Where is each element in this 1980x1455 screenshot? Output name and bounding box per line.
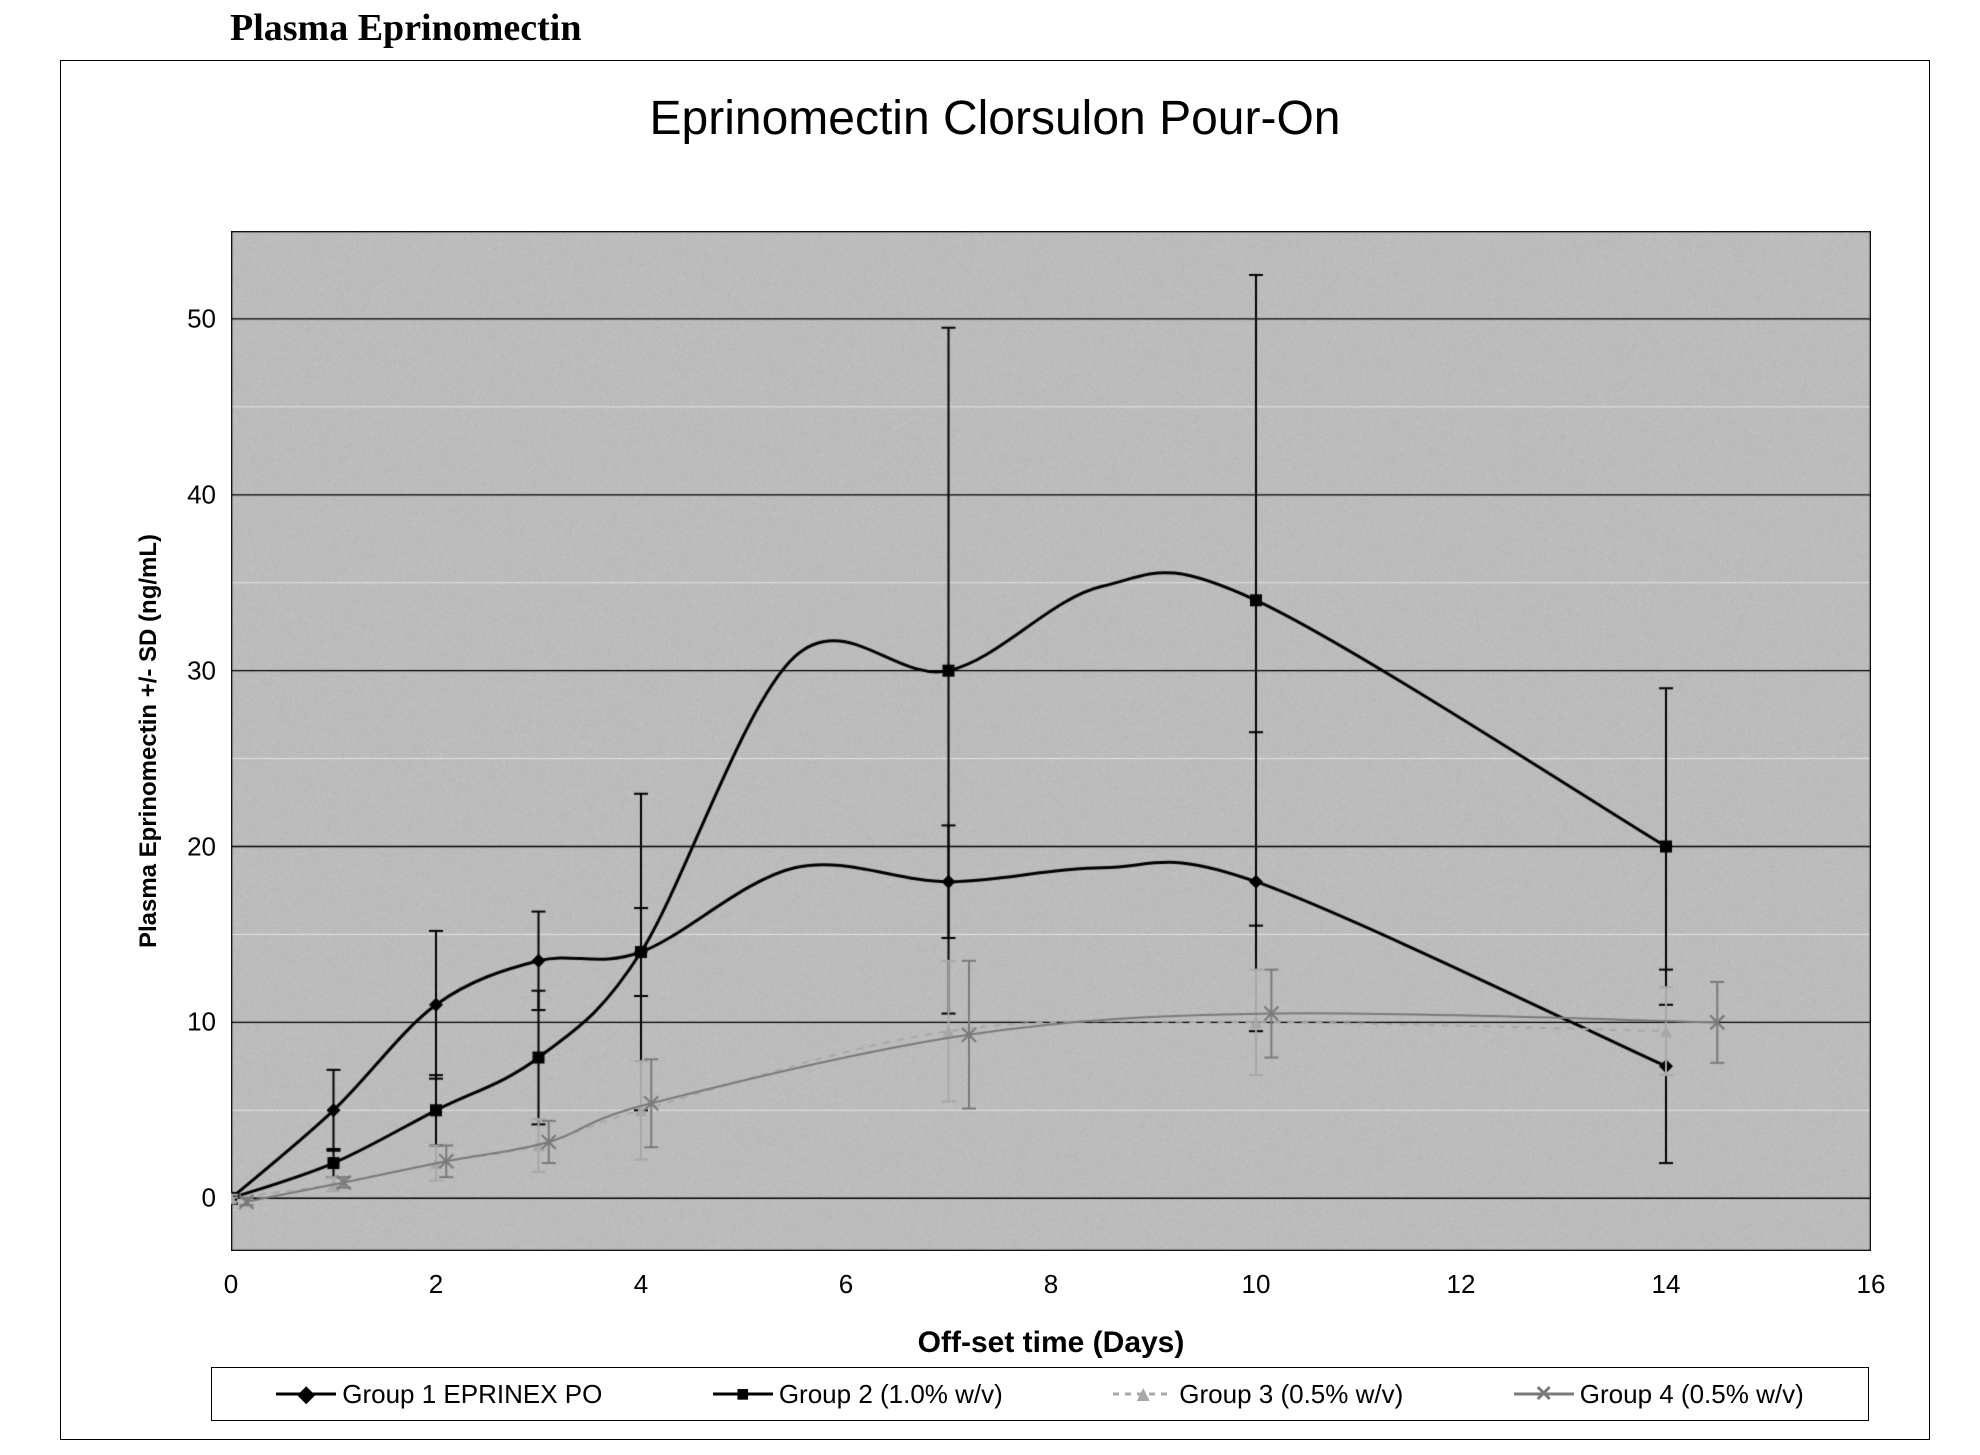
chart-title: Eprinomectin Clorsulon Pour-On bbox=[61, 91, 1929, 146]
diamond-icon: ◆ bbox=[298, 1383, 315, 1405]
x-tick-label: 0 bbox=[206, 1269, 256, 1300]
legend-label: Group 3 (0.5% w/v) bbox=[1179, 1379, 1403, 1410]
x-tick-label: 10 bbox=[1231, 1269, 1281, 1300]
y-tick-label: 30 bbox=[156, 655, 216, 686]
page-root: Plasma Eprinomectin Eprinomectin Clorsul… bbox=[0, 0, 1980, 1455]
legend-item: ◆ Group 1 EPRINEX PO bbox=[276, 1379, 602, 1410]
square-icon: ■ bbox=[736, 1383, 749, 1405]
legend-swatch: ◆ bbox=[276, 1382, 336, 1406]
x-icon: ✕ bbox=[1535, 1383, 1553, 1405]
x-tick-label: 8 bbox=[1026, 1269, 1076, 1300]
legend-swatch: ■ bbox=[713, 1382, 773, 1406]
triangle-icon: ▲ bbox=[1132, 1383, 1154, 1405]
legend-item: ▲ Group 3 (0.5% w/v) bbox=[1113, 1379, 1403, 1410]
y-tick-label: 50 bbox=[156, 303, 216, 334]
x-tick-label: 2 bbox=[411, 1269, 461, 1300]
y-tick-label: 20 bbox=[156, 831, 216, 862]
legend-label: Group 4 (0.5% w/v) bbox=[1580, 1379, 1804, 1410]
y-axis-label: Plasma Eprinomectin +/- SD (ng/mL) bbox=[135, 231, 163, 1251]
x-tick-label: 12 bbox=[1436, 1269, 1486, 1300]
x-tick-label: 4 bbox=[616, 1269, 666, 1300]
legend-item: ■ Group 2 (1.0% w/v) bbox=[713, 1379, 1003, 1410]
super-title: Plasma Eprinomectin bbox=[230, 6, 581, 50]
plot-wrap: 01020304050 0246810121416 bbox=[231, 231, 1871, 1251]
chart-outer-frame: Eprinomectin Clorsulon Pour-On Plasma Ep… bbox=[60, 60, 1930, 1440]
legend-box: ◆ Group 1 EPRINEX PO ■ Group 2 (1.0% w/v) ▲ G… bbox=[211, 1367, 1869, 1421]
legend-label: Group 1 EPRINEX PO bbox=[342, 1379, 602, 1410]
legend-label: Group 2 (1.0% w/v) bbox=[779, 1379, 1003, 1410]
x-tick-label: 14 bbox=[1641, 1269, 1691, 1300]
x-axis-label: Off-set time (Days) bbox=[231, 1326, 1871, 1360]
x-tick-label: 6 bbox=[821, 1269, 871, 1300]
chart-canvas bbox=[231, 231, 1871, 1251]
legend-item: ✕ Group 4 (0.5% w/v) bbox=[1514, 1379, 1804, 1410]
legend-swatch: ▲ bbox=[1113, 1382, 1173, 1406]
x-tick-label: 16 bbox=[1846, 1269, 1896, 1300]
y-tick-label: 40 bbox=[156, 479, 216, 510]
legend-swatch: ✕ bbox=[1514, 1382, 1574, 1406]
y-tick-label: 10 bbox=[156, 1007, 216, 1038]
y-tick-label: 0 bbox=[156, 1183, 216, 1214]
